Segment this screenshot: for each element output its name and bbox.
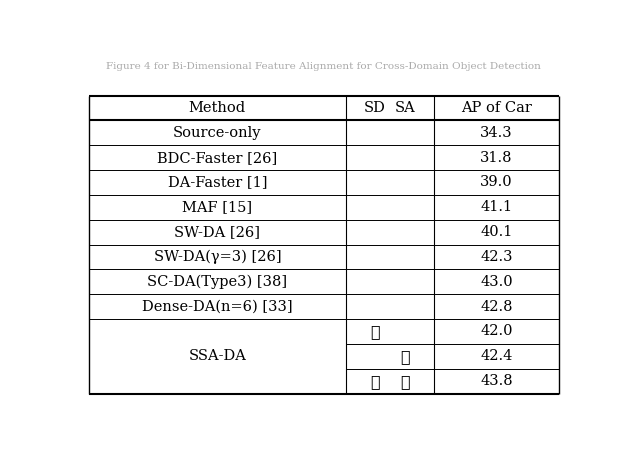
Text: 41.1: 41.1 bbox=[480, 200, 513, 214]
Text: SC-DA(Type3) [38]: SC-DA(Type3) [38] bbox=[147, 274, 288, 289]
Text: 34.3: 34.3 bbox=[480, 126, 513, 140]
Text: 42.8: 42.8 bbox=[480, 300, 513, 314]
Text: 42.4: 42.4 bbox=[480, 349, 513, 363]
Text: 43.0: 43.0 bbox=[480, 275, 513, 289]
Text: ✓: ✓ bbox=[370, 373, 380, 390]
Text: SW-DA(γ=3) [26]: SW-DA(γ=3) [26] bbox=[154, 250, 281, 264]
Text: SA: SA bbox=[394, 101, 415, 115]
Text: SD: SD bbox=[364, 101, 386, 115]
Text: 31.8: 31.8 bbox=[480, 151, 513, 165]
Text: Dense-DA(n=6) [33]: Dense-DA(n=6) [33] bbox=[142, 300, 293, 314]
Text: SSA-DA: SSA-DA bbox=[188, 349, 246, 363]
Text: AP of Car: AP of Car bbox=[461, 101, 532, 115]
Text: DA-Faster [1]: DA-Faster [1] bbox=[167, 176, 267, 189]
Text: 42.3: 42.3 bbox=[480, 250, 513, 264]
Text: Figure 4 for Bi-Dimensional Feature Alignment for Cross-Domain Object Detection: Figure 4 for Bi-Dimensional Feature Alig… bbox=[106, 62, 542, 71]
Text: BDC-Faster [26]: BDC-Faster [26] bbox=[157, 151, 277, 165]
Text: Method: Method bbox=[189, 101, 246, 115]
Text: ✓: ✓ bbox=[370, 323, 380, 340]
Text: SW-DA [26]: SW-DA [26] bbox=[174, 225, 260, 239]
Text: 39.0: 39.0 bbox=[480, 176, 513, 189]
Text: ✓: ✓ bbox=[400, 373, 410, 390]
Text: 42.0: 42.0 bbox=[480, 324, 513, 338]
Text: MAF [15]: MAF [15] bbox=[182, 200, 252, 214]
Text: 40.1: 40.1 bbox=[480, 225, 513, 239]
Text: Source-only: Source-only bbox=[173, 126, 262, 140]
Text: ✓: ✓ bbox=[400, 348, 410, 365]
Text: 43.8: 43.8 bbox=[480, 374, 513, 388]
